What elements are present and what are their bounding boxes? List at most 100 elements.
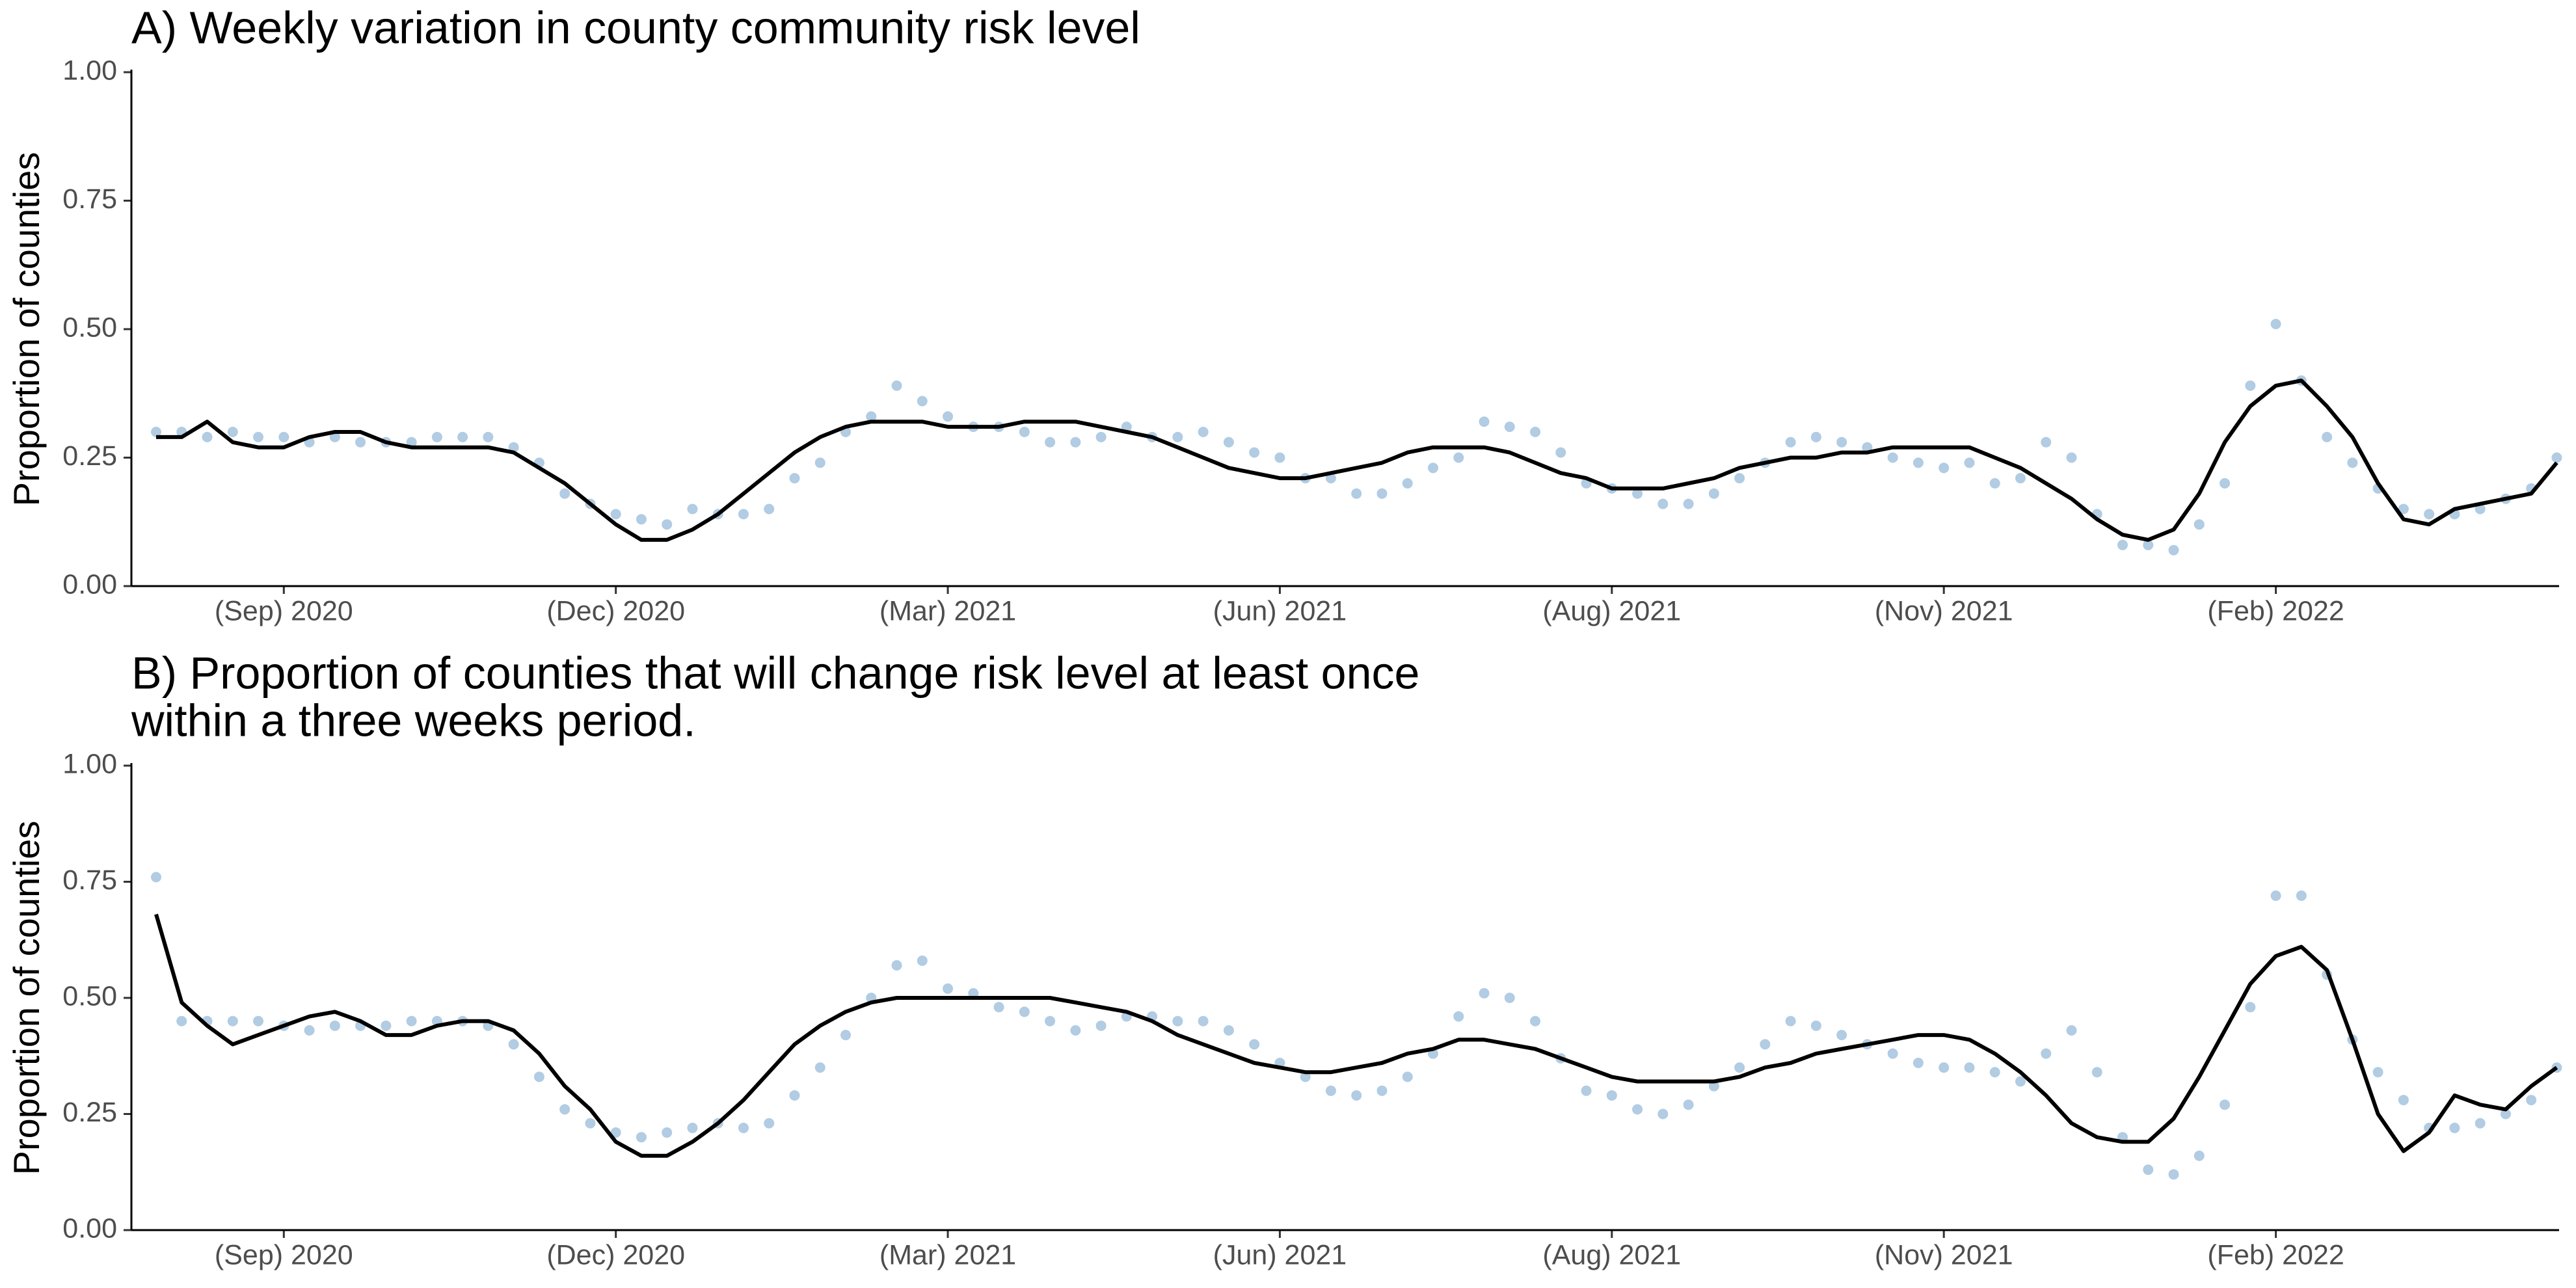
trend-line	[154, 913, 2558, 1158]
data-point	[1912, 457, 1924, 468]
data-point	[2168, 1169, 2179, 1180]
data-point	[1479, 987, 1490, 999]
data-point	[2270, 890, 2281, 901]
x-tick-label: (Sep) 2020	[215, 595, 353, 626]
data-point	[559, 1104, 570, 1115]
data-point	[2041, 436, 2052, 448]
data-point	[559, 488, 570, 499]
data-point	[662, 519, 673, 530]
data-point	[2526, 1095, 2537, 1106]
data-point	[1300, 1071, 1311, 1082]
data-point	[1402, 478, 1413, 489]
data-point	[2143, 539, 2154, 550]
data-point	[1836, 436, 1847, 448]
data-point	[1939, 463, 1950, 474]
data-point	[1555, 447, 1566, 458]
data-point	[2449, 1122, 2460, 1133]
data-point	[917, 955, 928, 966]
y-tick-label: 0.75	[62, 183, 117, 215]
data-point	[2091, 1067, 2102, 1078]
data-point	[1734, 473, 1745, 484]
data-point	[2066, 1025, 2077, 1036]
data-point	[917, 396, 928, 407]
data-point	[2041, 1048, 2052, 1059]
x-tick-label: (Sep) 2020	[215, 1239, 353, 1270]
data-point	[1810, 1020, 1821, 1031]
data-point	[1019, 1006, 1030, 1017]
y-axis-title: Proportion of counties	[6, 821, 47, 1175]
data-point	[1785, 1015, 1796, 1026]
x-tick-label: (Aug) 2021	[1542, 595, 1681, 626]
data-point	[1070, 1025, 1081, 1036]
x-tick-label: (Feb) 2022	[2207, 595, 2344, 626]
data-point	[1249, 1039, 1260, 1050]
data-point	[483, 431, 494, 442]
data-point	[2424, 509, 2435, 520]
data-point	[1964, 457, 1975, 468]
data-point	[508, 442, 519, 453]
data-point	[533, 1071, 544, 1082]
y-tick-label: 0.50	[62, 980, 117, 1012]
data-point	[1376, 488, 1388, 499]
data-point	[1683, 498, 1694, 509]
data-point	[662, 1127, 673, 1138]
data-point	[585, 1118, 596, 1129]
x-tick-label: (Mar) 2021	[879, 595, 1016, 626]
data-point	[1376, 1085, 1388, 1096]
data-point	[1785, 436, 1796, 448]
data-point	[431, 431, 442, 442]
data-point	[891, 380, 902, 391]
data-point	[1351, 1090, 1362, 1101]
data-point	[1887, 452, 1898, 463]
data-point	[943, 411, 954, 422]
data-point	[1504, 993, 1515, 1003]
data-point	[2296, 890, 2307, 901]
data-point	[2143, 1164, 2154, 1175]
x-tick-label: (Dec) 2020	[546, 595, 685, 626]
data-point	[1912, 1057, 1924, 1068]
data-point	[1530, 1015, 1541, 1026]
data-point	[2398, 503, 2409, 515]
data-point	[1939, 1062, 1950, 1073]
y-tick-label: 0.00	[62, 569, 117, 600]
data-point	[1862, 442, 1873, 453]
data-point	[1887, 1048, 1898, 1059]
data-point	[1274, 452, 1285, 463]
x-tick-label: (Dec) 2020	[546, 1239, 685, 1270]
data-point	[687, 503, 698, 515]
data-point	[2066, 452, 2077, 463]
data-point	[636, 514, 647, 525]
y-tick-label: 0.50	[62, 312, 117, 343]
data-point	[355, 436, 366, 448]
x-tick-label: (Jun) 2021	[1213, 595, 1347, 626]
data-point	[1632, 488, 1643, 499]
data-point	[1504, 422, 1515, 433]
data-point	[943, 983, 954, 994]
data-point	[202, 431, 213, 442]
x-tick-label: (Jun) 2021	[1213, 1239, 1347, 1270]
data-point	[1530, 427, 1541, 437]
data-point	[2168, 544, 2179, 556]
data-point	[1683, 1099, 1694, 1110]
data-point	[329, 431, 340, 442]
data-point	[789, 1090, 800, 1101]
data-point	[1351, 488, 1362, 499]
data-point	[1453, 452, 1464, 463]
data-point	[2270, 319, 2281, 330]
data-point	[381, 1020, 392, 1031]
chart-title: within a three weeks period.	[131, 695, 696, 745]
x-tick-label: (Nov) 2021	[1875, 595, 2013, 626]
x-tick-label: (Nov) 2021	[1875, 1239, 2013, 1270]
data-point	[738, 509, 749, 520]
data-point	[814, 457, 825, 468]
data-point	[406, 1015, 417, 1026]
y-tick-label: 0.00	[62, 1213, 117, 1244]
data-point	[1428, 463, 1438, 474]
data-point	[2475, 503, 2486, 515]
data-point	[1223, 436, 1234, 448]
data-point	[2372, 1067, 2383, 1078]
data-point	[508, 1039, 519, 1050]
data-point	[1606, 1090, 1617, 1101]
data-point	[764, 503, 775, 515]
